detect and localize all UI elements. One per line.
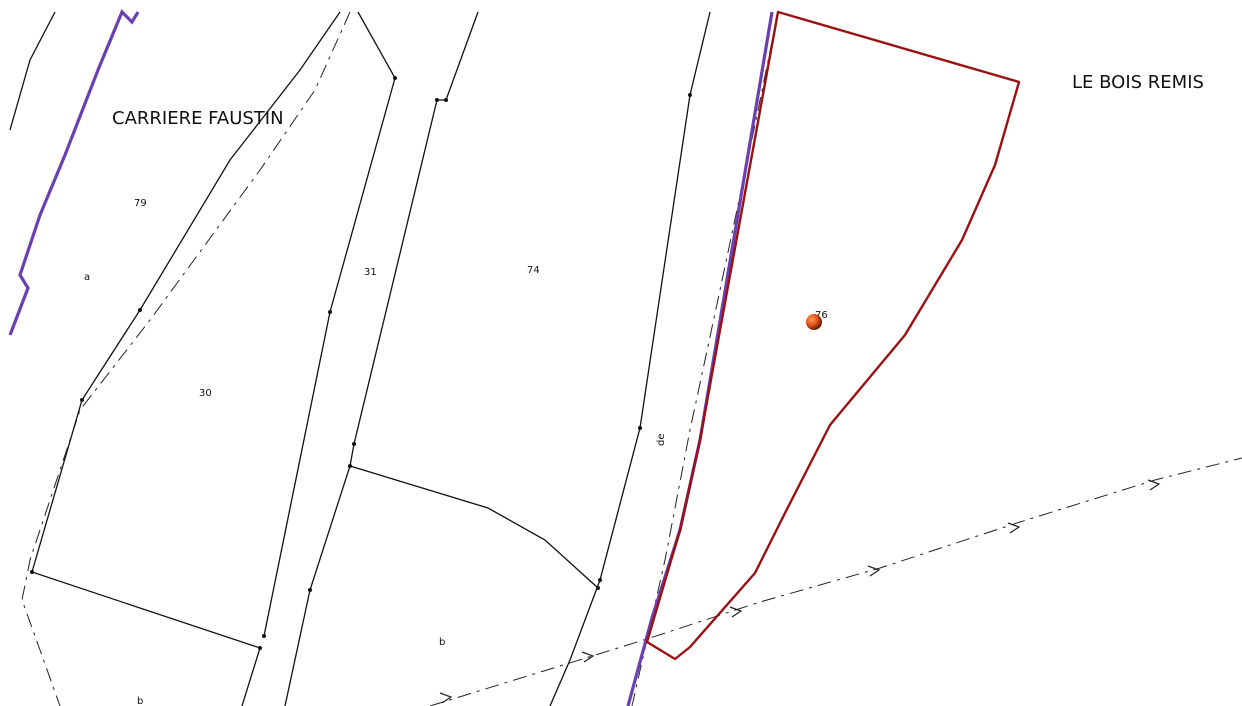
parcel-label-b: b [439, 637, 445, 648]
parcel-label-b-lower: b [137, 696, 143, 706]
arrow-right-icon [439, 692, 453, 704]
parcel-label-30: 30 [199, 388, 212, 399]
location-marker-icon[interactable] [806, 314, 822, 330]
place-name-le-bois-remis: LE BOIS REMIS [1072, 72, 1204, 93]
arrow-right-icon [1007, 522, 1021, 534]
parcel-label-76: 76 [815, 310, 828, 321]
arrow-right-icon [867, 565, 881, 577]
parcel-label-31: 31 [364, 267, 377, 278]
parcel-label-74: 74 [527, 265, 540, 276]
road-label: de [656, 434, 667, 447]
selected-parcel-outline[interactable] [645, 10, 1021, 661]
arrow-right-icon [729, 606, 743, 618]
arrow-right-icon [1147, 479, 1161, 491]
parcel-label-79: 79 [134, 198, 147, 209]
place-name-carriere-faustin: CARRIERE FAUSTIN [112, 108, 284, 129]
vertex-dots [30, 76, 692, 650]
parcel-label-a: a [84, 272, 90, 283]
dashed-lines [21, 11, 1242, 706]
flow-arrows [439, 479, 1161, 704]
arrow-right-icon [581, 651, 595, 663]
